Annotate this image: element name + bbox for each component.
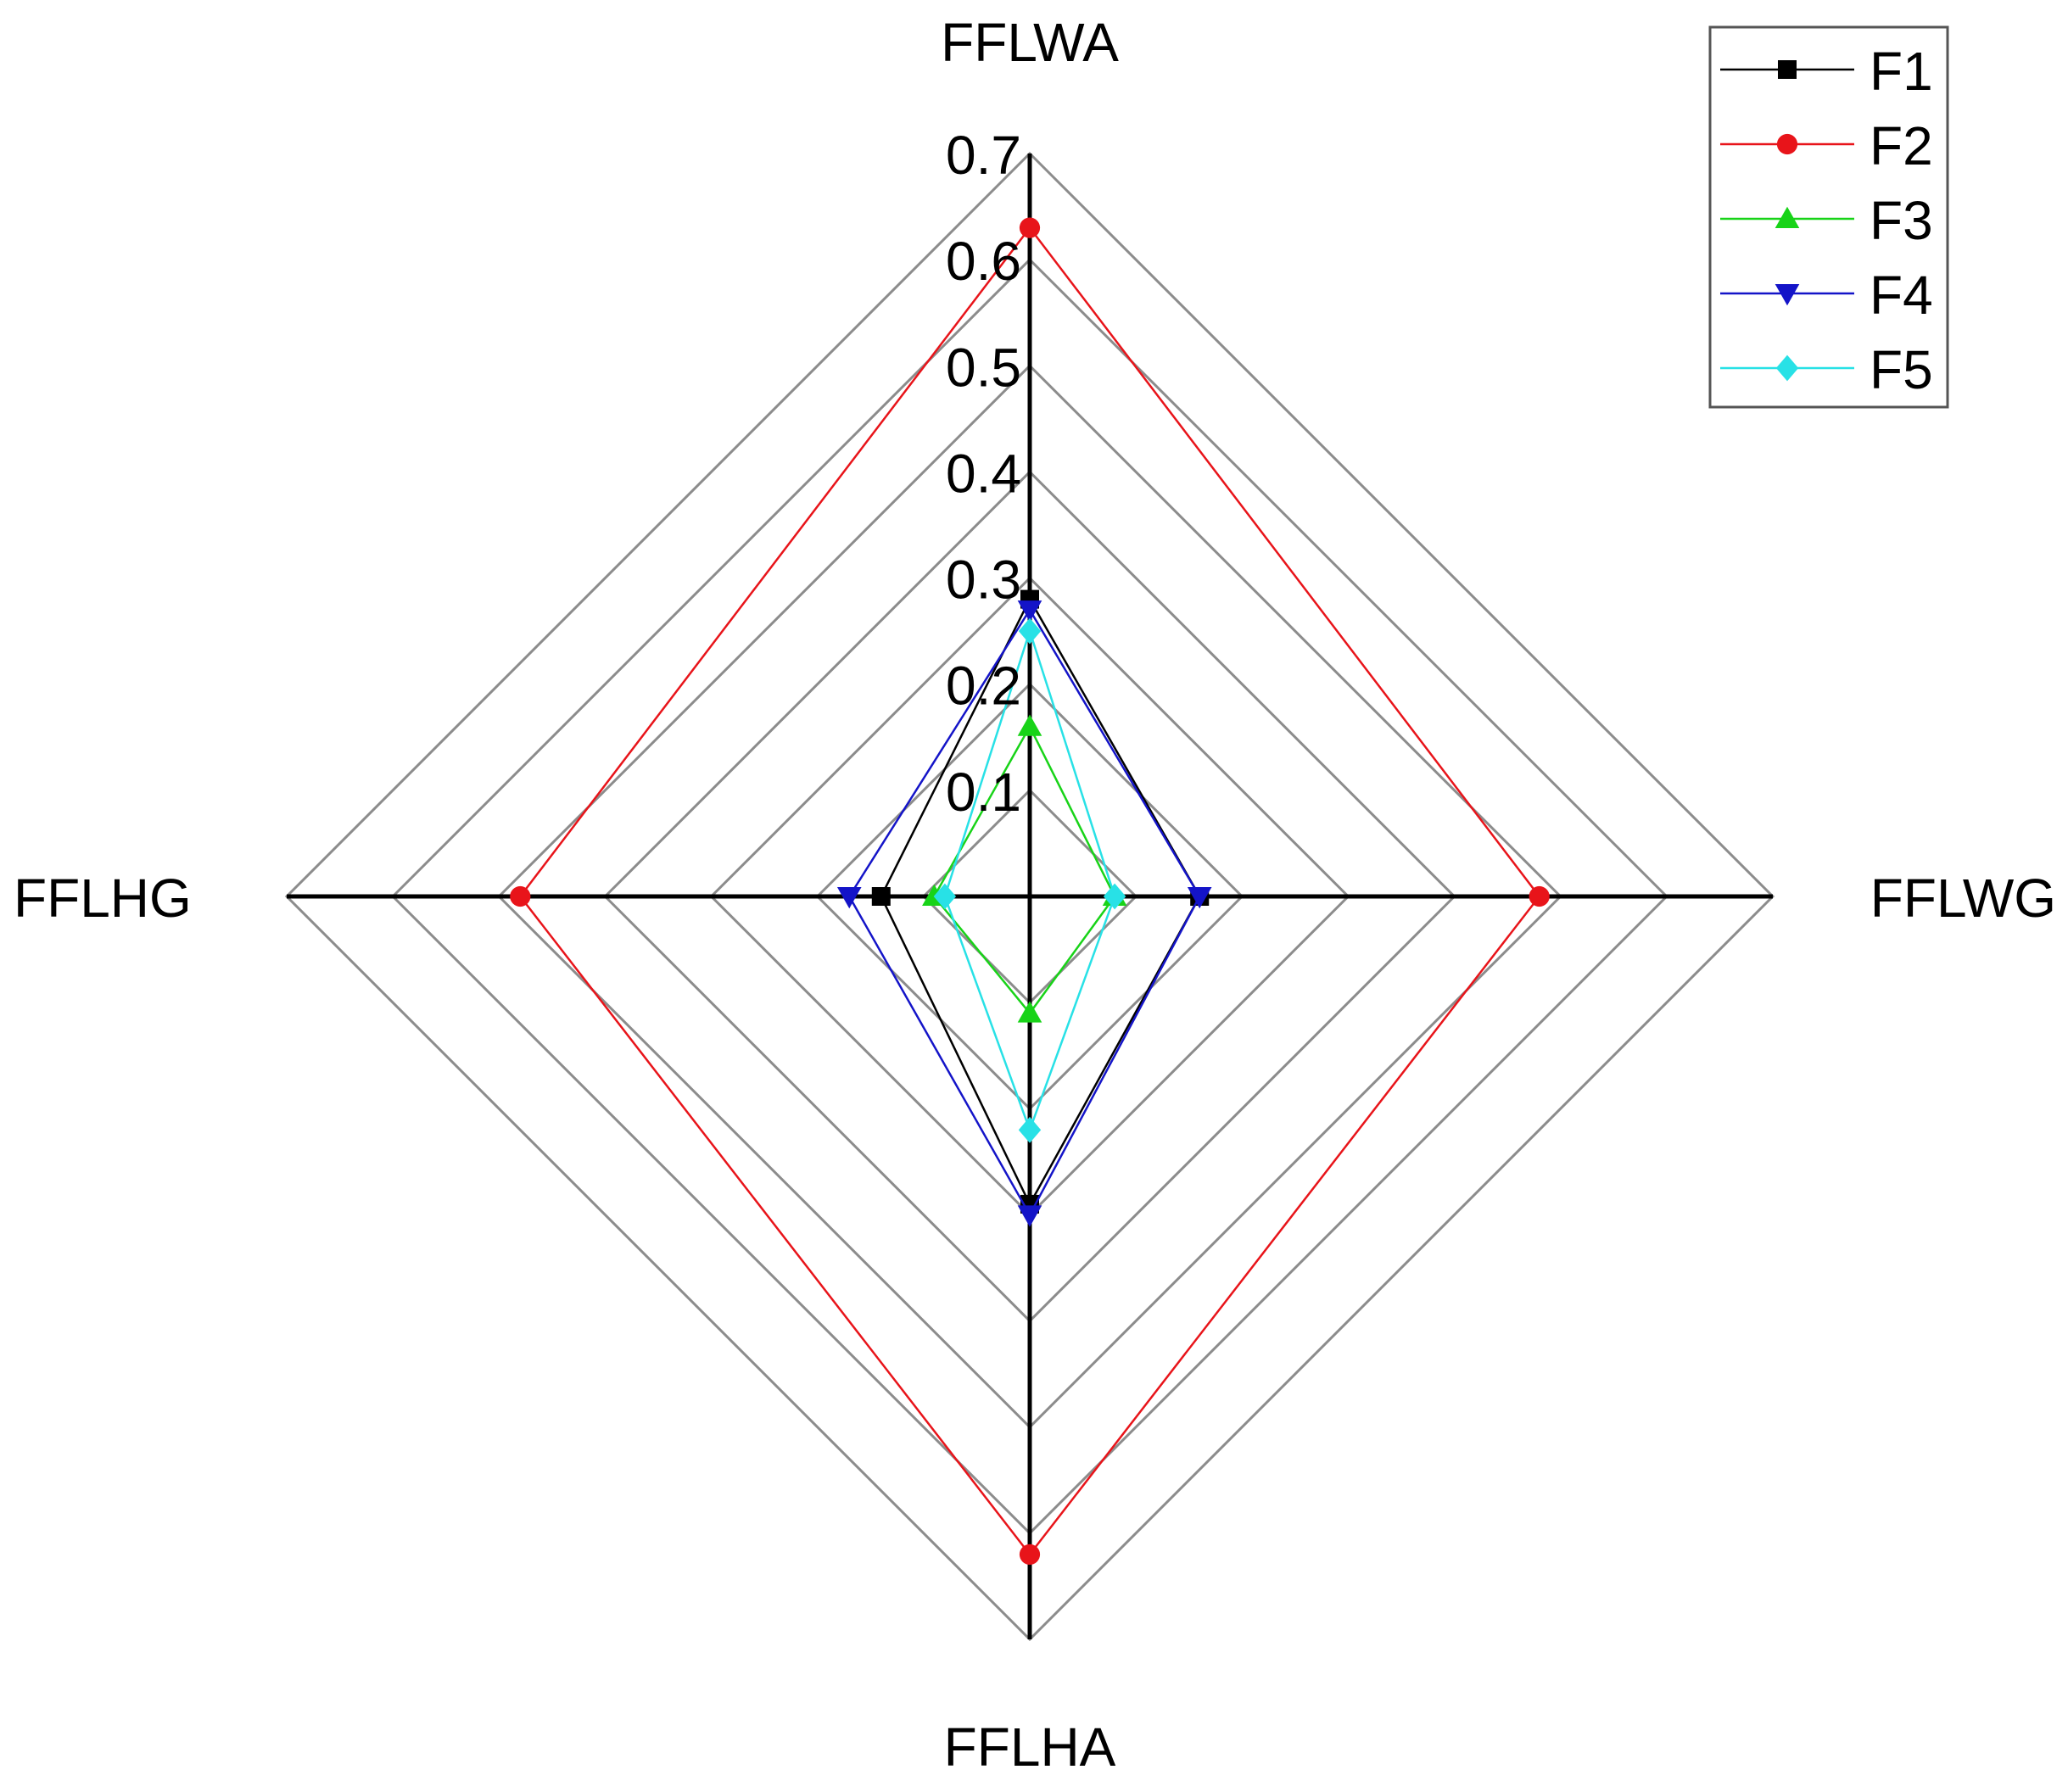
data-point-f5-fflhg: [933, 883, 957, 910]
data-point-f4-fflha: [1017, 1205, 1042, 1227]
tick-label: 0.1: [946, 762, 1021, 823]
legend-label-f2: F2: [1870, 115, 1933, 176]
data-point-f5-fflwg: [1103, 883, 1126, 910]
tick-label: 0.6: [946, 231, 1021, 292]
data-point-f3-fflha: [1017, 1001, 1042, 1023]
data-point-f1-fflhg: [871, 887, 891, 906]
legend-box: [1708, 25, 1949, 409]
data-point-f4-fflwg: [1187, 887, 1212, 909]
data-point-f5-fflwa: [1018, 617, 1042, 645]
tick-label: 0.7: [946, 125, 1021, 186]
data-point-f2-fflwg: [1529, 885, 1550, 907]
data-point-f2-fflhg: [510, 885, 531, 907]
legend-item-f2: F2: [1720, 115, 1933, 176]
axis-label-fflhg: FFLHG: [14, 868, 192, 929]
axis-label-fflha: FFLHA: [944, 1717, 1116, 1778]
legend-item-f5: F5: [1720, 339, 1933, 400]
data-point-f3-fflwa: [1017, 714, 1042, 736]
data-point-f2-fflha: [1019, 1544, 1041, 1565]
tick-label: 0.5: [946, 337, 1021, 398]
data-point-f4-fflhg: [836, 887, 862, 909]
series-f5: [933, 617, 1126, 1143]
legend-marker-f2: [1776, 133, 1798, 155]
radar-series: [510, 217, 1550, 1565]
tick-label: 0.3: [946, 550, 1021, 611]
axis-label-fflwg: FFLWG: [1870, 868, 2056, 929]
legend-marker-f1: [1778, 60, 1797, 79]
legend-label-f1: F1: [1870, 41, 1933, 102]
legend-label-f5: F5: [1870, 339, 1933, 400]
legend-label-f3: F3: [1870, 190, 1933, 251]
legend-item-f1: F1: [1720, 41, 1933, 102]
axis-label-fflwa: FFLWA: [941, 12, 1119, 73]
radar-axes: [287, 154, 1773, 1639]
series-f2: [510, 217, 1550, 1565]
legend-label-f4: F4: [1870, 265, 1933, 326]
radar-tick-labels: 0.1 0.2 0.3 0.4 0.5 0.6 0.7: [946, 125, 1021, 823]
series-f4: [836, 600, 1212, 1227]
radar-axis-labels: FFLWA FFLWG FFLHA FFLHG: [14, 12, 2056, 1778]
legend-marker-f3: [1775, 206, 1800, 228]
series-f1: [871, 589, 1210, 1214]
data-point-f4-fflwa: [1017, 600, 1042, 622]
data-point-f5-fflha: [1018, 1116, 1042, 1143]
legend-item-f4: F4: [1720, 265, 1933, 326]
tick-label: 0.4: [946, 443, 1021, 504]
tick-label: 0.2: [946, 656, 1021, 717]
legend-item-f3: F3: [1720, 190, 1933, 251]
legend-marker-f5: [1775, 354, 1799, 382]
data-point-f2-fflwa: [1019, 217, 1041, 238]
legend-marker-f4: [1775, 284, 1800, 306]
legend: F1 F2 F3 F4 F5: [1708, 25, 1949, 409]
